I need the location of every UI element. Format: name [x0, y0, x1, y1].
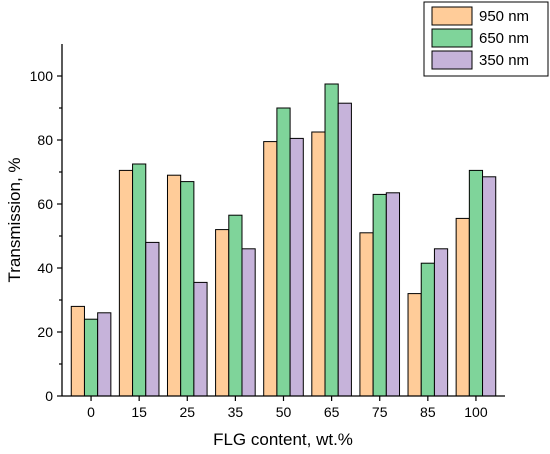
bar-950-nm-35	[215, 229, 230, 397]
y-ticks: 0 20 40 60 80 100	[30, 68, 62, 404]
x-tick-label: 15	[131, 404, 147, 420]
x-tick-label: 50	[276, 404, 292, 420]
bar-650-nm-50	[276, 107, 291, 397]
bar-950-nm-100	[455, 217, 470, 397]
x-tick-label: 35	[228, 404, 244, 420]
bar-350-nm-75	[385, 192, 401, 397]
bar-350-nm-100	[482, 176, 497, 397]
y-tick-label: 40	[37, 260, 53, 276]
bar-950-nm-25	[166, 174, 182, 397]
bar-950-nm-65	[311, 131, 326, 397]
x-tick-label: 25	[179, 404, 195, 420]
bar-650-nm-15	[132, 163, 147, 397]
bar-950-nm-15	[118, 169, 134, 397]
x-tick-label: 0	[87, 404, 95, 420]
legend-swatch-650-nm	[431, 28, 473, 48]
bar-650-nm-100	[468, 169, 484, 397]
x-tick-label: 75	[372, 404, 388, 420]
bar-950-nm-75	[359, 232, 374, 397]
bar-350-nm-85	[433, 248, 449, 397]
y-tick-label: 60	[37, 196, 53, 212]
bar-950-nm-85	[407, 293, 422, 397]
bar-950-nm-50	[263, 141, 278, 397]
bar-650-nm-85	[420, 262, 435, 397]
bar-650-nm-75	[372, 193, 387, 397]
legend-label: 650 nm	[479, 30, 529, 47]
legend-label: 350 nm	[479, 52, 529, 69]
y-tick-label: 20	[37, 324, 53, 340]
x-tick-label: 100	[464, 404, 488, 420]
bar-350-nm-15	[145, 241, 160, 397]
bar-950-nm-0	[70, 305, 85, 397]
x-ticks: 0 15 25 35 50 65 75 85 100	[87, 396, 488, 420]
x-tick-label: 65	[324, 404, 340, 420]
y-tick-label: 80	[37, 132, 53, 148]
y-tick-label: 100	[30, 68, 54, 84]
y-axis-label: Transmission, %	[5, 157, 24, 282]
bars-layer	[70, 83, 497, 397]
y-tick-label: 0	[45, 388, 53, 404]
legend-label: 950 nm	[479, 8, 529, 25]
bar-650-nm-25	[180, 181, 195, 397]
x-tick-label: 85	[420, 404, 436, 420]
bar-350-nm-0	[97, 312, 112, 397]
x-axis-label: FLG content, wt.%	[213, 430, 353, 449]
bar-350-nm-35	[241, 248, 256, 397]
legend-swatch-950-nm	[431, 6, 473, 26]
legend: 950 nm 650 nm 350 nm	[423, 1, 549, 77]
bar-650-nm-65	[324, 83, 339, 397]
bar-350-nm-25	[193, 281, 208, 397]
bar-650-nm-0	[83, 318, 99, 397]
bar-350-nm-65	[337, 102, 352, 397]
legend-swatch-350-nm	[431, 50, 473, 70]
bar-350-nm-50	[289, 137, 304, 397]
bar-650-nm-35	[228, 214, 243, 397]
